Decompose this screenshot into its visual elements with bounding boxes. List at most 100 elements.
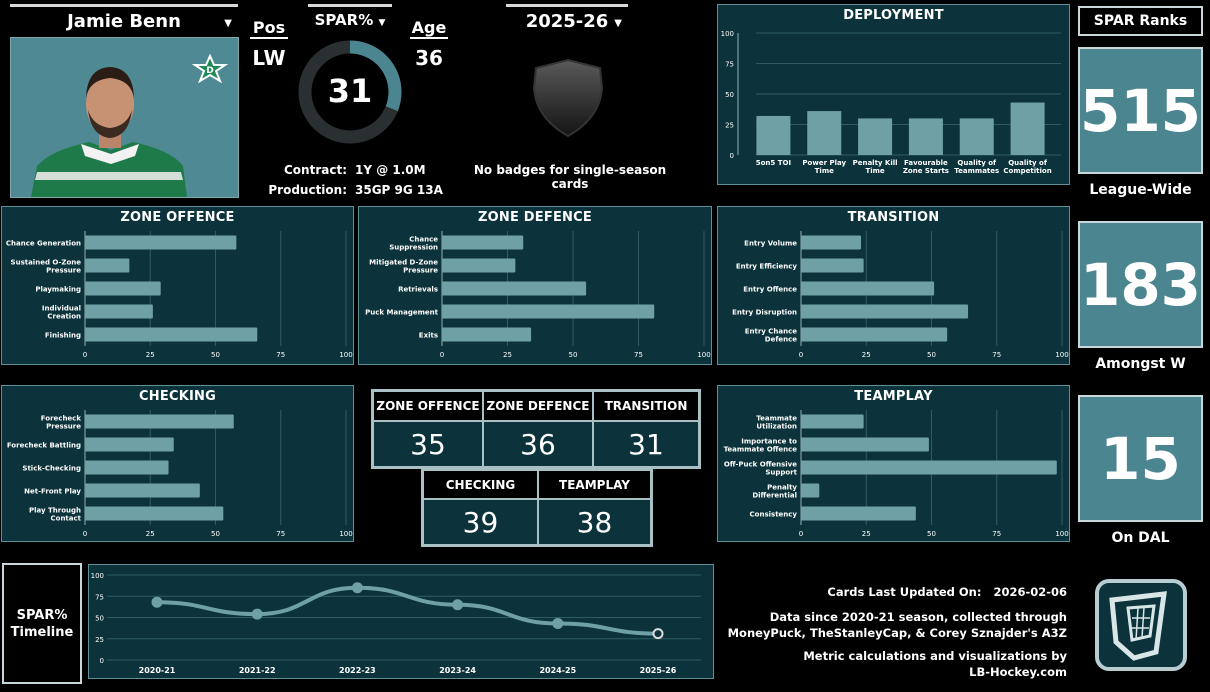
deployment-bar-0 <box>756 115 791 155</box>
timeline-line <box>156 585 659 636</box>
bar-4 <box>85 506 224 521</box>
y-tick-label: 50 <box>725 91 734 99</box>
bar-label: Pressure <box>46 423 81 431</box>
x-tick-label: 2020-21 <box>139 666 176 675</box>
season-label: 2025-26 <box>525 11 609 32</box>
bar-label: Chance Generation <box>6 240 81 248</box>
contract-production: Contract: 1Y @ 1.0M Production: 35GP 9G 13… <box>250 160 454 200</box>
summary-teamplay-label: TEAMPLAY <box>538 470 651 499</box>
x-tick-label: 2022-23 <box>339 666 376 675</box>
summary-checking-label: CHECKING <box>423 470 538 499</box>
bar-label: Defence <box>765 336 797 344</box>
summary-transition-value: 31 <box>593 421 699 467</box>
deployment-bar-4 <box>959 118 994 155</box>
x-tick-label: 100 <box>1055 351 1068 359</box>
x-tick-label: 0 <box>83 351 87 359</box>
timeline-title: SPAR% Timeline <box>2 563 82 684</box>
deployment-label: Teammates <box>954 167 999 175</box>
bar-label: Contact <box>51 515 82 523</box>
bar-2 <box>85 460 169 475</box>
timeline-panel: 100 75 50 25 0 2020-21 2021-22 2022-23 2023-24 20… <box>88 564 714 679</box>
bar-label: Penalty <box>767 484 797 492</box>
x-tick-label: 2023-24 <box>439 666 476 675</box>
bar-2 <box>442 281 587 296</box>
bar-label: Suppression <box>389 244 438 252</box>
x-tick-label: 75 <box>992 351 1001 359</box>
x-tick-label: 100 <box>697 351 710 359</box>
timeline-point-2 <box>351 582 363 594</box>
checking-panel: CHECKING 0 25 50 75 100 Forecheck Pressure Fore… <box>1 385 354 542</box>
zone-offence-chart: 0 25 50 75 100 Chance Generation Sustained O-Z… <box>6 231 353 359</box>
spar-select-underline <box>308 4 392 7</box>
transition-title: TRANSITION <box>847 210 940 225</box>
player-name: Jamie Benn <box>67 11 181 32</box>
zone-offence-title: ZONE OFFENCE <box>120 210 235 225</box>
bar-label: Sustained O-Zone <box>11 259 82 267</box>
bar-label: Play Through <box>29 507 81 515</box>
x-tick-label: 2021-22 <box>239 666 276 675</box>
season-select[interactable]: 2025-26 ▼ <box>506 11 628 32</box>
deployment-bar-3 <box>908 118 943 155</box>
deployment-label: Quality of <box>957 159 997 167</box>
contract-value: 1Y @ 1.0M <box>355 163 426 177</box>
deployment-bar-1 <box>807 111 842 155</box>
bar-2 <box>801 460 1057 475</box>
bar-label: Off-Puck Offensive <box>724 461 797 469</box>
bar-label: Entry Chance <box>745 328 798 336</box>
summary-checking-value: 39 <box>423 499 538 545</box>
bar-2 <box>801 281 935 296</box>
bar-label: Chance <box>409 236 438 244</box>
x-tick-label: 25 <box>862 530 871 538</box>
zone-offence-panel: ZONE OFFENCE 0 25 50 75 100 Chance Generation… <box>1 206 354 365</box>
bar-3 <box>801 304 969 319</box>
bar-label: Forecheck Battling <box>7 442 81 450</box>
deployment-label: Zone Starts <box>903 167 949 175</box>
rank-league-wide: 515 <box>1078 47 1203 174</box>
y-tick-label: 50 <box>95 615 104 623</box>
lb-hockey-logo-icon <box>1095 579 1187 671</box>
badges-message: No badges for single-season cards <box>473 163 667 191</box>
deployment-panel: DEPLOYMENT 100 75 50 25 0 5on5 TOI Power Play T… <box>717 4 1070 185</box>
summary-zone-offence-label: ZONE OFFENCE <box>373 391 483 421</box>
bar-4 <box>801 327 948 342</box>
last-updated: Cards Last Updated On: 2026-02-06 <box>827 584 1067 600</box>
summary-zone-defence-value: 36 <box>483 421 593 467</box>
x-tick-label: 50 <box>927 351 936 359</box>
deployment-label: Favourable <box>904 159 948 167</box>
bar-3 <box>801 483 820 498</box>
summary-grid-top: ZONE OFFENCE ZONE DEFENCE TRANSITION 35 … <box>371 389 701 469</box>
timeline-point-4 <box>552 617 564 629</box>
x-tick-label: 2025-26 <box>640 666 677 675</box>
summary-zone-offence-value: 35 <box>373 421 483 467</box>
bar-4 <box>85 327 258 342</box>
deployment-label: Quality of <box>1008 159 1048 167</box>
bar-label: Forecheck <box>41 415 82 423</box>
bar-label: Creation <box>47 313 81 321</box>
player-select[interactable]: Jamie Benn ▼ <box>10 11 238 32</box>
teamplay-title: TEAMPLAY <box>854 389 933 404</box>
badge-shield-icon <box>532 58 604 138</box>
rank-team-label: On DAL <box>1111 530 1170 546</box>
bar-1 <box>85 258 130 273</box>
timeline-point-0 <box>151 596 163 608</box>
transition-chart: 0 25 50 75 100 Entry Volume Entry Efficiency En… <box>732 231 1069 359</box>
data-sources-line1: Data since 2020-21 season, collected thr… <box>769 610 1067 624</box>
bar-label: Support <box>765 469 797 477</box>
spar-select[interactable]: SPAR% ▼ <box>308 11 392 29</box>
production-label: Production: <box>268 183 347 197</box>
bar-3 <box>442 304 655 319</box>
bar-0 <box>85 235 237 250</box>
contract-label: Contract: <box>284 163 347 177</box>
bar-1 <box>801 258 864 273</box>
player-headshot-icon <box>31 67 187 197</box>
age-label: Age <box>410 18 448 39</box>
spar-ring <box>298 40 402 144</box>
bar-label: Entry Disruption <box>732 309 797 317</box>
summary-teamplay-value: 38 <box>538 499 651 545</box>
bar-label: Finishing <box>45 332 81 340</box>
bar-label: Pressure <box>403 267 438 275</box>
deployment-bar-5 <box>1010 102 1045 155</box>
bar-label: Consistency <box>750 511 798 519</box>
bar-1 <box>85 437 174 452</box>
